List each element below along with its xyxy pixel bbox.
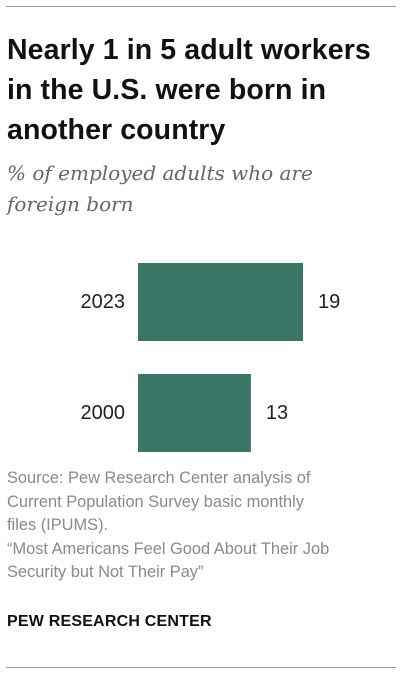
bar-2023 — [138, 263, 303, 341]
source-line: Source: Pew Research Center analysis of — [7, 469, 311, 487]
source-line: files (IPUMS). — [7, 516, 109, 534]
value-label-2000: 13 — [266, 402, 288, 424]
pew-research-center-logo: PEW RESEARCH CENTER — [7, 613, 212, 630]
chart-subtitle: % of employed adults who are foreign bor… — [7, 161, 313, 216]
report-title-line: “Most Americans Feel Good About Their Jo… — [7, 539, 330, 558]
source-line: Current Population Survey basic monthly — [7, 492, 305, 511]
report-title-line: Security but Not Their Pay” — [7, 563, 204, 581]
bar-chart: 2023 19 2000 13 — [81, 263, 340, 452]
top-rule — [6, 6, 396, 7]
category-label-2000: 2000 — [81, 402, 126, 424]
category-label-2023: 2023 — [81, 291, 126, 313]
bar-2000 — [138, 374, 251, 452]
bottom-rule — [6, 667, 396, 668]
source-note: Source: Pew Research Center analysis of … — [7, 467, 399, 585]
value-label-2023: 19 — [318, 291, 340, 313]
chart-title: Nearly 1 in 5 adult workers in the U.S. … — [7, 34, 371, 146]
